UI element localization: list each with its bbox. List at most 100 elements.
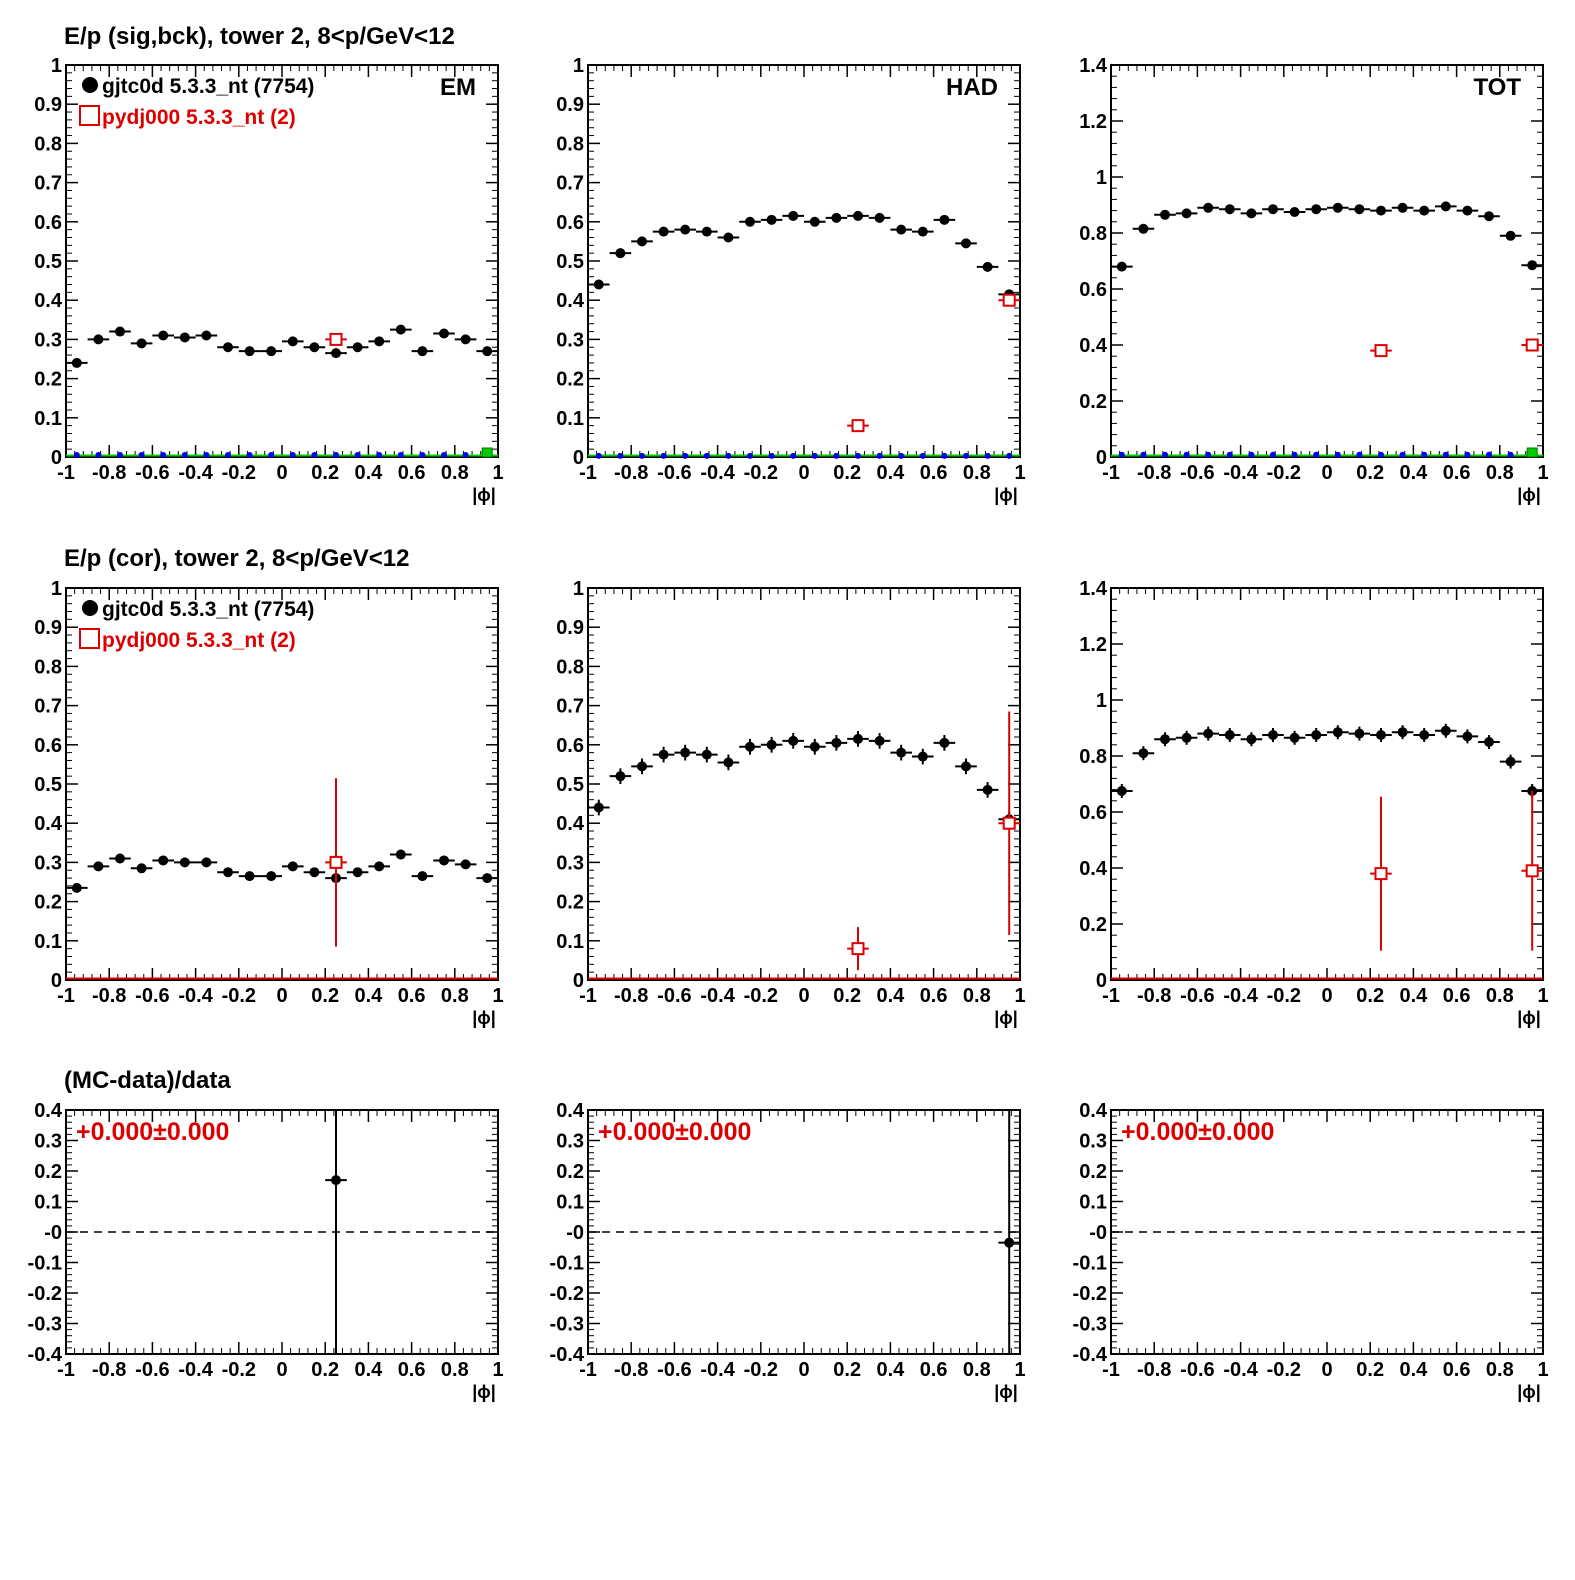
legend-mc-label: pydj000 5.3.3_nt (2): [102, 106, 296, 129]
y-tick-label: 0: [573, 447, 584, 469]
y-tick-label: -0.1: [1073, 1253, 1107, 1275]
background-point: [1313, 451, 1320, 458]
background-point: [703, 452, 710, 459]
mc-point: [1002, 816, 1016, 830]
x-tick-label: 0.8: [963, 1359, 991, 1381]
x-tick-label: -0.2: [744, 1359, 778, 1381]
x-tick-label: 0: [276, 985, 287, 1007]
y-tick-label: 0.5: [556, 774, 584, 796]
mc-point: [329, 855, 343, 869]
background-point: [462, 452, 469, 459]
y-tick-label: 0.5: [34, 774, 62, 796]
background-point: [203, 452, 210, 459]
y-tick-label: 0.4: [1079, 1100, 1108, 1122]
y-tick-label: 0.3: [34, 329, 62, 351]
x-tick-label: 0: [1321, 462, 1332, 484]
data-point: [1268, 730, 1278, 740]
x-tick-label: -0.4: [700, 985, 735, 1007]
background-point: [73, 452, 80, 459]
x-axis-label: |ϕ|: [472, 485, 496, 505]
panel-em-sig: -1 -0.8 -0.6 -0.4 -0.2 0 0.2 0.4 0.6 0.8 1|ϕ|00.10…: [34, 23, 503, 505]
data-point: [917, 226, 928, 237]
x-tick-label: 0.4: [876, 985, 905, 1007]
y-tick-label: 0.8: [1079, 223, 1107, 245]
data-point: [1311, 730, 1322, 740]
data-point: [266, 871, 277, 882]
background-point: [311, 452, 318, 459]
x-tick-label: 0.6: [398, 1359, 426, 1381]
y-tick-label: 0.9: [556, 617, 584, 639]
data-point: [309, 867, 320, 878]
data-point: [1419, 730, 1430, 740]
background-point: [354, 452, 361, 459]
background-point: [1291, 451, 1298, 458]
x-tick-label: 0.2: [833, 462, 861, 484]
x-tick-label: 0.2: [833, 1359, 861, 1381]
data-point: [223, 867, 233, 878]
x-tick-label: -0.4: [178, 462, 213, 484]
x-tick-label: 0.4: [1399, 462, 1428, 484]
y-tick-label: 0.9: [34, 617, 62, 639]
background-point: [1118, 451, 1125, 458]
panel-tag-had: HAD: [946, 74, 998, 101]
data-point: [1397, 202, 1408, 213]
legend-data-marker: [82, 600, 98, 616]
data-point: [593, 279, 604, 290]
data-point: [1440, 201, 1451, 212]
data-point: [658, 226, 669, 237]
plot-frame: [1110, 64, 1544, 458]
data-point: [374, 336, 385, 347]
x-tick-label: -0.8: [614, 462, 648, 484]
data-point: [115, 853, 125, 864]
x-tick-label: 0: [276, 1359, 287, 1381]
data-point: [1289, 207, 1300, 217]
data-point: [1181, 732, 1192, 743]
data-point: [1311, 204, 1322, 215]
data-point: [853, 733, 863, 744]
data-point: [1332, 202, 1343, 213]
y-tick-label: 1: [573, 578, 584, 600]
x-tick-label: 0.2: [1356, 1359, 1384, 1381]
y-tick-label: 0.2: [1079, 1161, 1107, 1183]
x-tick-label: -0.8: [614, 1359, 648, 1381]
panel-tot-cor: -1 -0.8 -0.6 -0.4 -0.2 0 0.2 0.4 0.6 0.8 1|ϕ|00.20…: [1079, 578, 1548, 1028]
mc-point: [1374, 867, 1388, 881]
data-point: [395, 849, 406, 860]
mc-point: [851, 942, 865, 956]
panel-tag-tot: TOT: [1473, 74, 1521, 101]
data-point: [244, 346, 255, 357]
y-tick-label: 0.6: [34, 212, 62, 234]
x-tick-label: 1: [1014, 985, 1025, 1007]
data-point: [1354, 728, 1365, 739]
background-point: [1162, 451, 1168, 458]
background-point: [747, 452, 753, 459]
y-tick-label: 0.3: [556, 329, 584, 351]
x-tick-label: -1: [579, 1359, 597, 1381]
data-point: [637, 236, 647, 247]
y-tick-label: 0.6: [34, 735, 62, 757]
data-point: [939, 214, 950, 225]
x-tick-label: -1: [57, 462, 75, 484]
x-tick-label: 0.6: [1443, 985, 1471, 1007]
background-point: [963, 452, 969, 459]
data-point: [961, 238, 971, 249]
x-tick-label: 0.6: [398, 985, 426, 1007]
x-tick-label: 0.6: [1443, 462, 1471, 484]
data-point: [93, 861, 104, 872]
y-tick-label: -0.4: [1073, 1344, 1108, 1366]
background-point: [1226, 451, 1233, 458]
y-tick-label: 0.8: [1079, 746, 1107, 768]
x-tick-label: -0.6: [135, 985, 169, 1007]
mc-point: [1374, 344, 1388, 358]
data-point: [201, 857, 212, 868]
data-point: [460, 859, 471, 870]
x-tick-label: 0.8: [1486, 462, 1514, 484]
y-tick-label: 0.8: [556, 656, 584, 678]
x-tick-label: -0.6: [1180, 985, 1214, 1007]
data-point: [136, 863, 147, 874]
mc-point: [1525, 338, 1539, 352]
x-tick-label: -0.8: [614, 985, 648, 1007]
background-point: [833, 452, 840, 459]
y-tick-label: 1.4: [1079, 578, 1108, 600]
